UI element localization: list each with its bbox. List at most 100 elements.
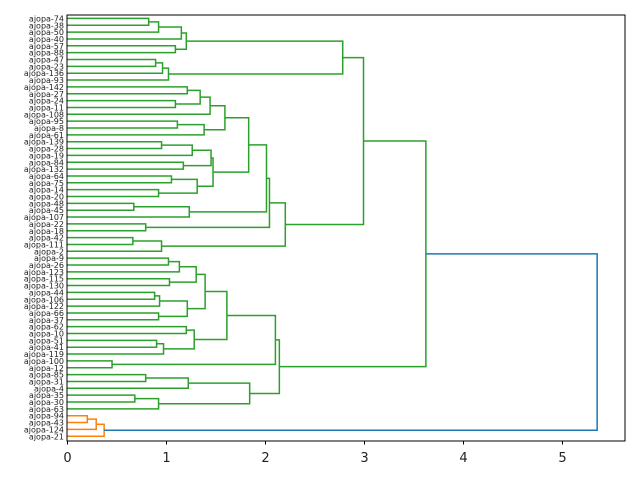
leaf-label: ajopa-42 [29,234,64,243]
dendrogram-link [67,188,160,198]
leaf-label: ajopa-94 [29,412,64,421]
dendrogram-links [67,17,598,437]
dendrogram-link [279,140,427,368]
dendrogram-link [67,161,185,170]
leaf-label: ajopa-38 [29,21,64,30]
x-axis: 0 1 2 3 4 5 [63,441,567,466]
leaf-labels: ajopa-74ajopa-38ajopa-50ajopa-40ajopa-57… [24,14,64,441]
dendrogram-link [67,17,150,26]
dendrogram-link [67,343,165,355]
leaf-label: ajopa-142 [24,83,64,92]
leaf-label: ajopa-19 [29,151,64,160]
dendrogram-link [67,99,177,109]
leaf-label: ajopa-88 [29,49,64,58]
dendrogram-link [213,116,250,173]
dendrogram-link [158,178,198,194]
leaf-label: ajopa-2 [34,247,64,256]
dendrogram-link [67,86,189,95]
leaf-label: ajopa-12 [29,364,64,373]
leaf-label: ajopa-18 [29,227,64,236]
dendrogram-link [67,202,135,211]
leaf-label: ajopa-21 [29,432,64,441]
leaf-label: ajopa-63 [29,405,64,414]
x-tick-label: 4 [459,451,467,466]
leaf-label: ajopa-48 [29,199,64,208]
dendrogram-link [67,175,173,184]
dendrogram-link [67,45,177,54]
dendrogram-link [67,58,157,68]
x-tick-label: 5 [558,451,566,466]
leaf-label: ajopa-124 [24,425,64,434]
x-tick-label: 3 [360,451,368,466]
leaf-label: ajopa-22 [29,220,64,229]
dendrogram-link [67,96,211,116]
dendrogram-link [67,144,193,157]
dendrogram-link [67,394,136,403]
leaf-label: ajopa-11 [29,103,64,112]
leaf-label: ajopa-23 [29,62,64,71]
dendrogram-link [67,325,188,335]
dendrogram-link [67,291,156,300]
leaf-label: ajopa-24 [29,97,64,106]
dendrogram-link [67,21,160,33]
leaf-label: ajopa-14 [29,186,64,195]
leaf-label: ajopa-37 [29,316,64,325]
leaf-label: ajopa-123 [24,268,64,277]
dendrogram-link [67,373,147,383]
dendrogram-link [67,240,163,253]
dendrogram-link [67,206,191,218]
leaf-label: ajopa-45 [29,206,64,215]
leaf-label: ajopa-30 [29,398,64,407]
x-tick-label: 2 [261,451,269,466]
dendrogram-link [67,295,161,307]
dendrogram-link [67,339,158,348]
dendrogram-link [67,360,113,369]
leaf-label: ajopa-93 [29,76,64,85]
leaf-label: ajopa-9 [34,254,64,263]
leaf-label: ajopa-20 [29,193,64,202]
x-tick-label: 1 [162,451,170,466]
dendrogram-link [67,223,147,232]
dendrogram-link [104,253,598,432]
dendrogram-link [67,414,89,424]
dendrogram-link [67,120,179,129]
leaf-label: ajopa-47 [29,56,64,65]
leaf-label: ajopa-130 [24,282,64,291]
leaf-label: ajopa-51 [29,336,64,345]
dendrogram-link [67,140,163,150]
dendrogram-link [183,149,212,167]
leaf-label: ajopa-27 [29,90,64,99]
leaf-label: ajopa-85 [29,371,64,380]
dendrogram-link [194,290,228,341]
dendrogram-link [67,260,181,273]
leaf-label: ajopa-108 [24,110,64,119]
dendrogram-link [67,236,134,246]
leaf-label: ajopa-115 [24,275,64,284]
dendrogram-link [67,418,97,431]
dendrogram-link [67,397,160,410]
dendrogram-link [169,265,197,283]
leaf-label: ajopa-64 [29,172,64,181]
leaf-label: ajopa-84 [29,158,64,167]
leaf-label: ajopa-8 [34,124,64,133]
dendrogram-link [189,144,268,213]
leaf-label: ajopa-107 [24,213,64,222]
dendrogram-link [158,382,251,405]
leaf-label: ajopa-106 [24,295,64,304]
dendrogram-link [168,40,344,75]
dendrogram-link [67,377,190,390]
leaf-label: ajopa-41 [29,343,64,352]
leaf-label: ajopa-44 [29,288,64,297]
leaf-label: ajopa-35 [29,391,64,400]
leaf-label: ajopa-57 [29,42,64,51]
leaf-label: ajopa-4 [34,384,64,393]
leaf-label: ajopa-50 [29,28,64,37]
dendrogram-link [158,300,189,318]
leaf-label: ajopa-66 [29,309,64,318]
dendrogram-link [67,312,160,321]
leaf-label: ajopa-26 [29,261,64,270]
leaf-label: ajopa-74 [29,14,64,23]
dendrogram-link [285,56,365,226]
leaf-label: ajopa-75 [29,179,64,188]
leaf-label: ajopa-40 [29,35,64,44]
